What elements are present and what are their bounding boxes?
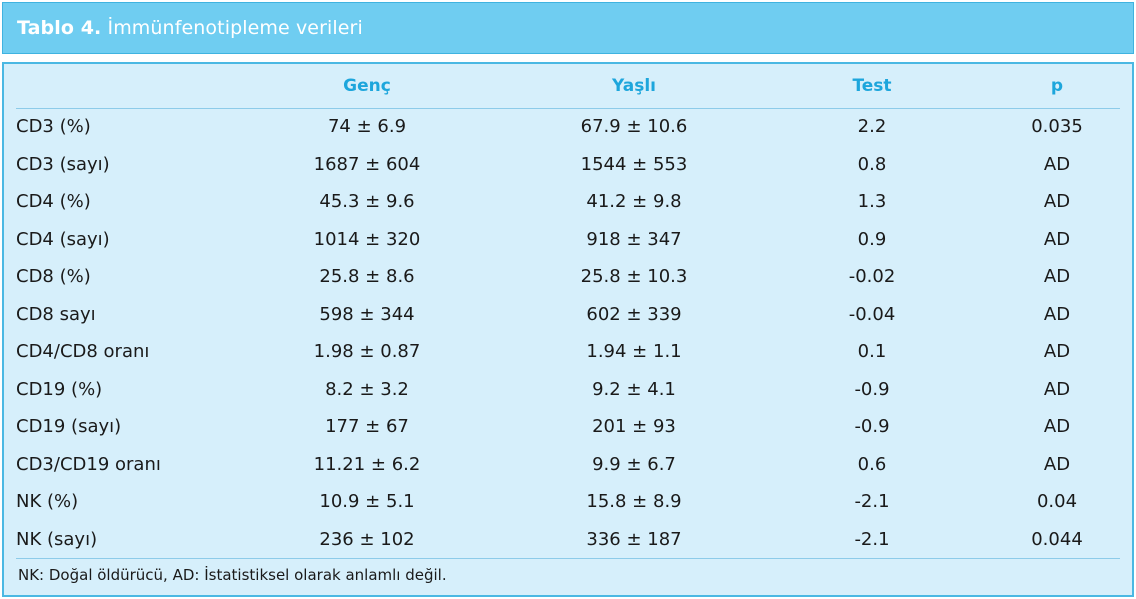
- table-cell: 74 ± 6.9: [327, 116, 407, 137]
- data-table: Genç Yaşlı Test p CD3 (%) 74 ± 6.9 67.9 ± …: [2, 62, 1134, 597]
- row-label: CD8 (%): [16, 266, 91, 287]
- table-cell: 1544 ± 553: [580, 153, 688, 175]
- column-header-test: Test: [852, 76, 892, 96]
- table-cell: 0.9: [857, 228, 887, 250]
- table-cell: 9.9 ± 6.7: [592, 453, 676, 475]
- row-label: NK (%): [16, 491, 79, 512]
- row-label: CD4 (%): [16, 191, 91, 212]
- row-label: CD8 sayı: [16, 303, 96, 325]
- table-cell: 336 ± 187: [586, 528, 682, 550]
- table-cell: 0.8: [857, 153, 887, 175]
- table-row: CD4 (sayı) 1014 ± 320 918 ± 347 0.9 AD: [16, 221, 1120, 259]
- table-footnote: NK: Doğal öldürücü, AD: İstatistiksel ol…: [18, 566, 447, 584]
- table-cell: 602 ± 339: [586, 303, 682, 325]
- table-row: NK (%) 10.9 ± 5.1 15.8 ± 8.9 -2.1 0.04: [16, 483, 1120, 521]
- table-row: CD19 (sayı) 177 ± 67 201 ± 93 -0.9 AD: [16, 408, 1120, 446]
- table-cell: AD: [1043, 228, 1071, 250]
- table-cell: 236 ± 102: [319, 528, 415, 550]
- table-row: CD3 (sayı) 1687 ± 604 1544 ± 553 0.8 AD: [16, 146, 1120, 184]
- row-label: CD4 (sayı): [16, 228, 110, 250]
- table-cell: 45.3 ± 9.6: [319, 191, 415, 212]
- table-cell: AD: [1043, 416, 1071, 437]
- table-row: CD8 (%) 25.8 ± 8.6 25.8 ± 10.3 -0.02 AD: [16, 258, 1120, 296]
- table-row: CD4/CD8 oranı 1.98 ± 0.87 1.94 ± 1.1 0.1 AD: [16, 333, 1120, 371]
- column-header-p: p: [1050, 76, 1064, 96]
- table-cell: 8.2 ± 3.2: [325, 378, 409, 400]
- table-cell: AD: [1043, 453, 1071, 475]
- table-cell: AD: [1043, 191, 1071, 212]
- table-cell: -0.9: [854, 416, 890, 437]
- table-cell: -0.9: [854, 378, 890, 400]
- table-cell: 1.3: [857, 191, 887, 212]
- table-row: NK (sayı) 236 ± 102 336 ± 187 -2.1 0.044: [16, 521, 1120, 559]
- table-cell: 0.6: [857, 453, 887, 475]
- table-cell: -0.04: [848, 303, 896, 325]
- table-row: CD19 (%) 8.2 ± 3.2 9.2 ± 4.1 -0.9 AD: [16, 371, 1120, 409]
- table-number: Tablo 4.: [17, 17, 102, 39]
- table-cell: 1.98 ± 0.87: [313, 341, 421, 362]
- table-cell: -0.02: [848, 266, 896, 287]
- row-label: CD3 (%): [16, 116, 91, 137]
- table-cell: 41.2 ± 9.8: [586, 191, 682, 212]
- table-cell: AD: [1043, 303, 1071, 325]
- table-cell: 918 ± 347: [586, 228, 682, 250]
- table-title: Tablo 4. İmmünfenotipleme verileri: [17, 17, 363, 39]
- table-header-row: Genç Yaşlı Test p: [16, 64, 1120, 109]
- table-row: CD8 sayı 598 ± 344 602 ± 339 -0.04 AD: [16, 296, 1120, 334]
- table-cell: 598 ± 344: [319, 303, 415, 325]
- column-header-yasli: Yaşlı: [612, 76, 656, 96]
- table-body: CD3 (%) 74 ± 6.9 67.9 ± 10.6 2.2 0.035 CD3 (s…: [16, 108, 1120, 558]
- table-cell: 0.04: [1036, 491, 1078, 512]
- table-cell: 201 ± 93: [592, 416, 676, 437]
- table-row: CD3/CD19 oranı 11.21 ± 6.2 9.9 ± 6.7 0.6 AD: [16, 446, 1120, 484]
- row-label: CD19 (%): [16, 378, 103, 400]
- table-cell: 177 ± 67: [325, 416, 409, 437]
- table-cell: 1.94 ± 1.1: [586, 341, 682, 362]
- row-label: CD3/CD19 oranı: [16, 453, 161, 475]
- row-label: CD4/CD8 oranı: [16, 341, 150, 362]
- table-cell: 67.9 ± 10.6: [580, 116, 688, 137]
- table-cell: 0.035: [1031, 116, 1083, 137]
- table-cell: 9.2 ± 4.1: [592, 378, 676, 400]
- table-cell: 0.044: [1031, 528, 1083, 550]
- table-cell: 2.2: [857, 116, 887, 137]
- table-cell: 10.9 ± 5.1: [319, 491, 415, 512]
- table-title-text: İmmünfenotipleme verileri: [107, 17, 363, 39]
- table-cell: 11.21 ± 6.2: [313, 453, 421, 475]
- table-cell: 25.8 ± 10.3: [580, 266, 688, 287]
- table-cell: -2.1: [854, 491, 890, 512]
- table-cell: 15.8 ± 8.9: [586, 491, 682, 512]
- row-label: NK (sayı): [16, 528, 98, 550]
- table-row: CD3 (%) 74 ± 6.9 67.9 ± 10.6 2.2 0.035: [16, 108, 1120, 146]
- table-cell: -2.1: [854, 528, 890, 550]
- table-cell: 1687 ± 604: [313, 153, 421, 175]
- table-cell: AD: [1043, 153, 1071, 175]
- table-cell: AD: [1043, 378, 1071, 400]
- table-cell: 0.1: [857, 341, 887, 362]
- table-cell: 1014 ± 320: [313, 228, 421, 250]
- table-cell: AD: [1043, 341, 1071, 362]
- table-cell: 25.8 ± 8.6: [319, 266, 415, 287]
- row-label: CD3 (sayı): [16, 153, 110, 175]
- table-title-bar: Tablo 4. İmmünfenotipleme verileri: [2, 2, 1134, 54]
- table-cell: AD: [1043, 266, 1071, 287]
- column-header-genc: Genç: [343, 76, 391, 96]
- table-footer-divider: [16, 558, 1120, 559]
- table-row: CD4 (%) 45.3 ± 9.6 41.2 ± 9.8 1.3 AD: [16, 183, 1120, 221]
- row-label: CD19 (sayı): [16, 416, 122, 437]
